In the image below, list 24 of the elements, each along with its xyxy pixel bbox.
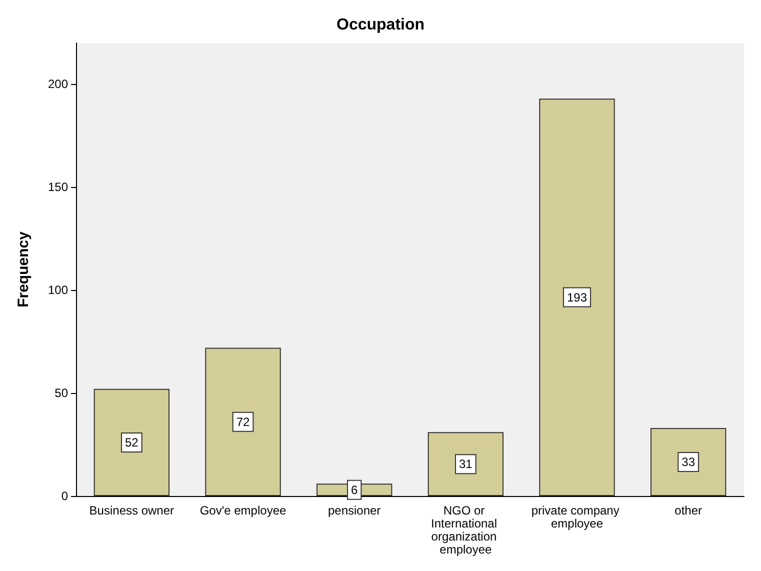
chart-title: Occupation bbox=[336, 16, 425, 34]
y-tick-label: 100 bbox=[48, 283, 68, 298]
x-tick-label: pensioner bbox=[328, 504, 381, 518]
x-tick-label: Business owner bbox=[89, 504, 174, 518]
y-tick-label: 200 bbox=[48, 77, 68, 92]
bar bbox=[539, 98, 615, 496]
data-label: 52 bbox=[124, 435, 139, 450]
data-label: 31 bbox=[458, 457, 473, 472]
bar bbox=[94, 388, 170, 496]
y-tick-label: 50 bbox=[54, 386, 68, 400]
bar bbox=[205, 348, 281, 496]
y-tick-label: 150 bbox=[48, 180, 68, 194]
x-tick-label: Gov'e employee bbox=[200, 504, 286, 518]
x-tick-label: NGO or International organization employee bbox=[430, 504, 500, 556]
data-label: 33 bbox=[682, 455, 696, 470]
bar bbox=[428, 432, 504, 496]
data-label: 6 bbox=[350, 482, 358, 497]
data-label: 193 bbox=[566, 290, 588, 304]
x-tick-label: private company employee bbox=[531, 504, 623, 530]
data-label: 72 bbox=[236, 414, 250, 429]
y-axis-title: Frequency bbox=[15, 230, 32, 308]
x-tick-label: other bbox=[674, 504, 702, 518]
bar bbox=[650, 428, 726, 496]
y-tick-label: 0 bbox=[61, 489, 68, 503]
